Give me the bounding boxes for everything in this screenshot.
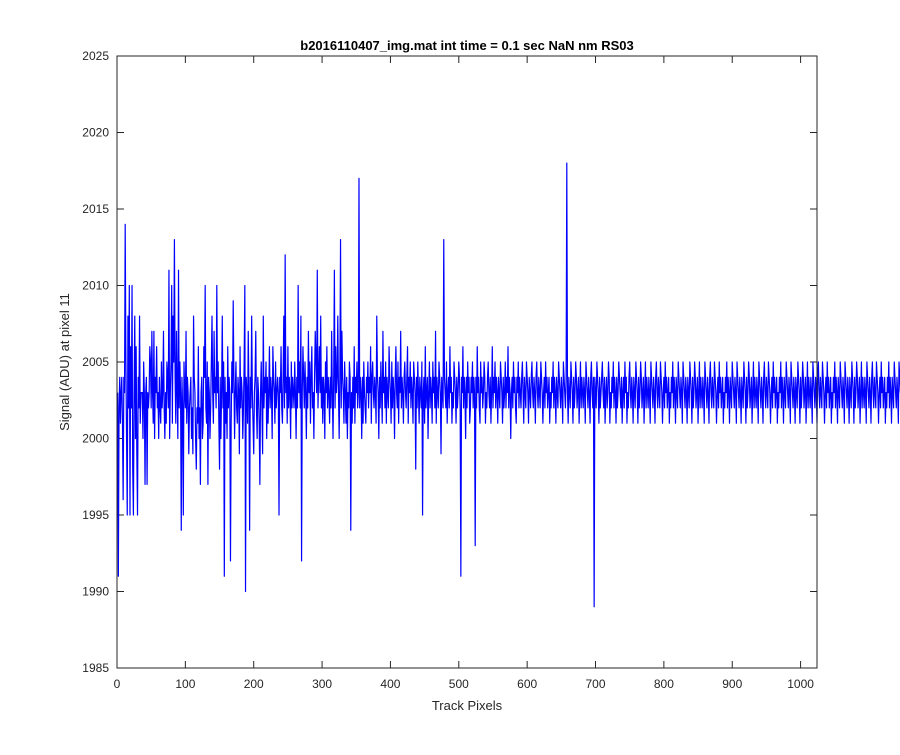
x-tick-label: 100	[175, 677, 195, 691]
x-tick-label: 700	[586, 677, 606, 691]
data-layer	[117, 162, 900, 608]
y-tick-label: 2020	[82, 126, 109, 140]
x-tick-label: 300	[312, 677, 332, 691]
y-tick-label: 2025	[82, 49, 109, 63]
x-tick-label: 900	[722, 677, 742, 691]
x-axis-label: Track Pixels	[432, 698, 503, 713]
x-tick-label: 0	[114, 677, 121, 691]
ticks-layer: 0 100 200 300 400 500 600 700 800 900 1000 1985 1990…	[82, 49, 817, 691]
y-tick-label: 2015	[82, 202, 109, 216]
chart-title: b2016110407_img.mat int time = 0.1 sec N…	[300, 38, 633, 53]
y-tick-label: 1985	[82, 661, 109, 675]
y-tick-label: 2005	[82, 355, 109, 369]
y-tick-label: 1995	[82, 508, 109, 522]
plot-frame	[116, 55, 818, 669]
y-tick-label: 2010	[82, 279, 109, 293]
x-tick-label: 800	[654, 677, 674, 691]
y-axis-label: Signal (ADU) at pixel 11	[57, 293, 72, 431]
x-tick-label: 200	[244, 677, 264, 691]
y-tick-label: 2000	[82, 432, 109, 446]
x-tick-label: 500	[449, 677, 469, 691]
x-tick-label: 1000	[787, 677, 814, 691]
series-line	[117, 162, 900, 608]
x-tick-label: 400	[380, 677, 400, 691]
x-tick-label: 600	[517, 677, 537, 691]
y-tick-label: 1990	[82, 585, 109, 599]
